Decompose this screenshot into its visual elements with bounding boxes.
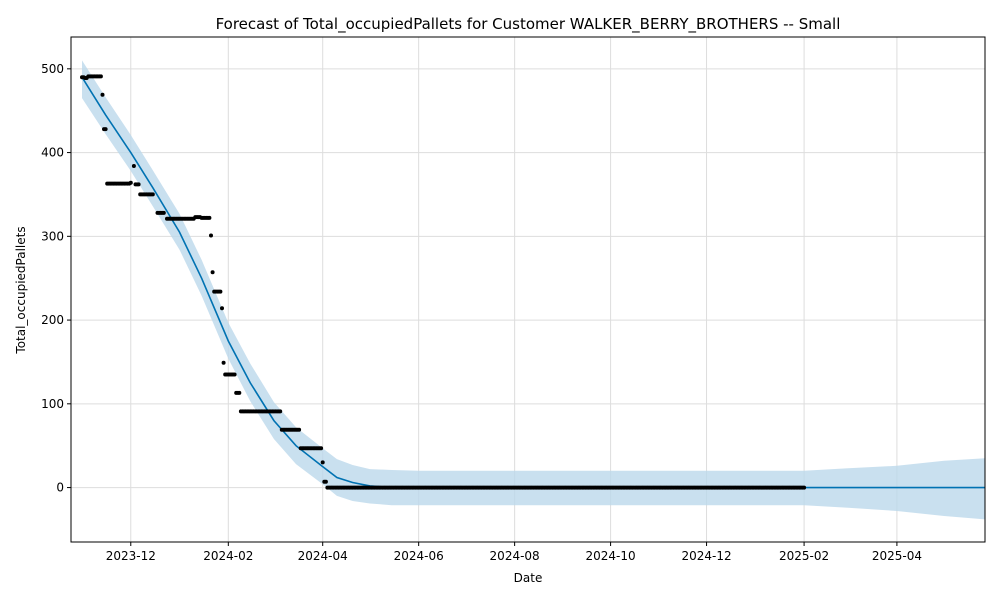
observed-point [128,180,133,185]
observed-point [150,192,155,197]
observed-point [209,233,213,238]
x-tick-label: 2024-06 [394,549,444,563]
y-tick-label: 0 [56,481,64,495]
observed-point [100,92,105,97]
observed-point [220,306,224,311]
observed-point [319,446,324,451]
observed-point [320,460,325,465]
y-tick-label: 100 [41,397,64,411]
observed-point [161,210,166,215]
observed-point [210,270,215,275]
observed-point [323,479,328,484]
y-tick-label: 200 [41,313,64,327]
observed-point [98,74,103,79]
observed-point [802,485,807,490]
x-axis-title: Date [514,571,543,585]
chart-title: Forecast of Total_occupiedPallets for Cu… [216,15,841,34]
y-axis-ticks: 0 100 200 300 400 500 [41,62,71,495]
x-tick-label: 2023-12 [106,549,156,563]
x-tick-label: 2024-10 [586,549,636,563]
x-tick-label: 2025-04 [872,549,922,563]
observed-point [278,409,283,414]
observed-point [221,360,226,365]
y-tick-label: 500 [41,62,64,76]
observed-point [237,390,242,395]
observed-point [136,182,141,187]
x-tick-label: 2024-12 [681,549,731,563]
observed-point [207,215,212,220]
x-tick-label: 2024-02 [203,549,253,563]
x-axis-ticks: 2023-12 2024-02 2024-04 2024-06 2024-08 2024-… [106,542,922,563]
forecast-series [81,76,985,489]
observed-point [131,164,136,168]
observed-point [218,289,223,294]
observed-point [297,427,302,432]
observed-point [103,127,108,132]
x-tick-label: 2024-04 [298,549,348,563]
plot-frame [70,36,986,543]
y-tick-label: 400 [41,146,64,160]
uncertainty-interval [82,60,985,520]
observed-point [232,372,237,377]
x-tick-label: 2024-08 [490,549,540,563]
y-tick-label: 300 [41,229,64,243]
forecast-line [81,76,985,489]
x-tick-label: 2025-02 [779,549,829,563]
uncertainty-band [82,60,985,520]
y-axis-title: Total_occupiedPallets [14,226,28,354]
observed-points [80,74,807,490]
